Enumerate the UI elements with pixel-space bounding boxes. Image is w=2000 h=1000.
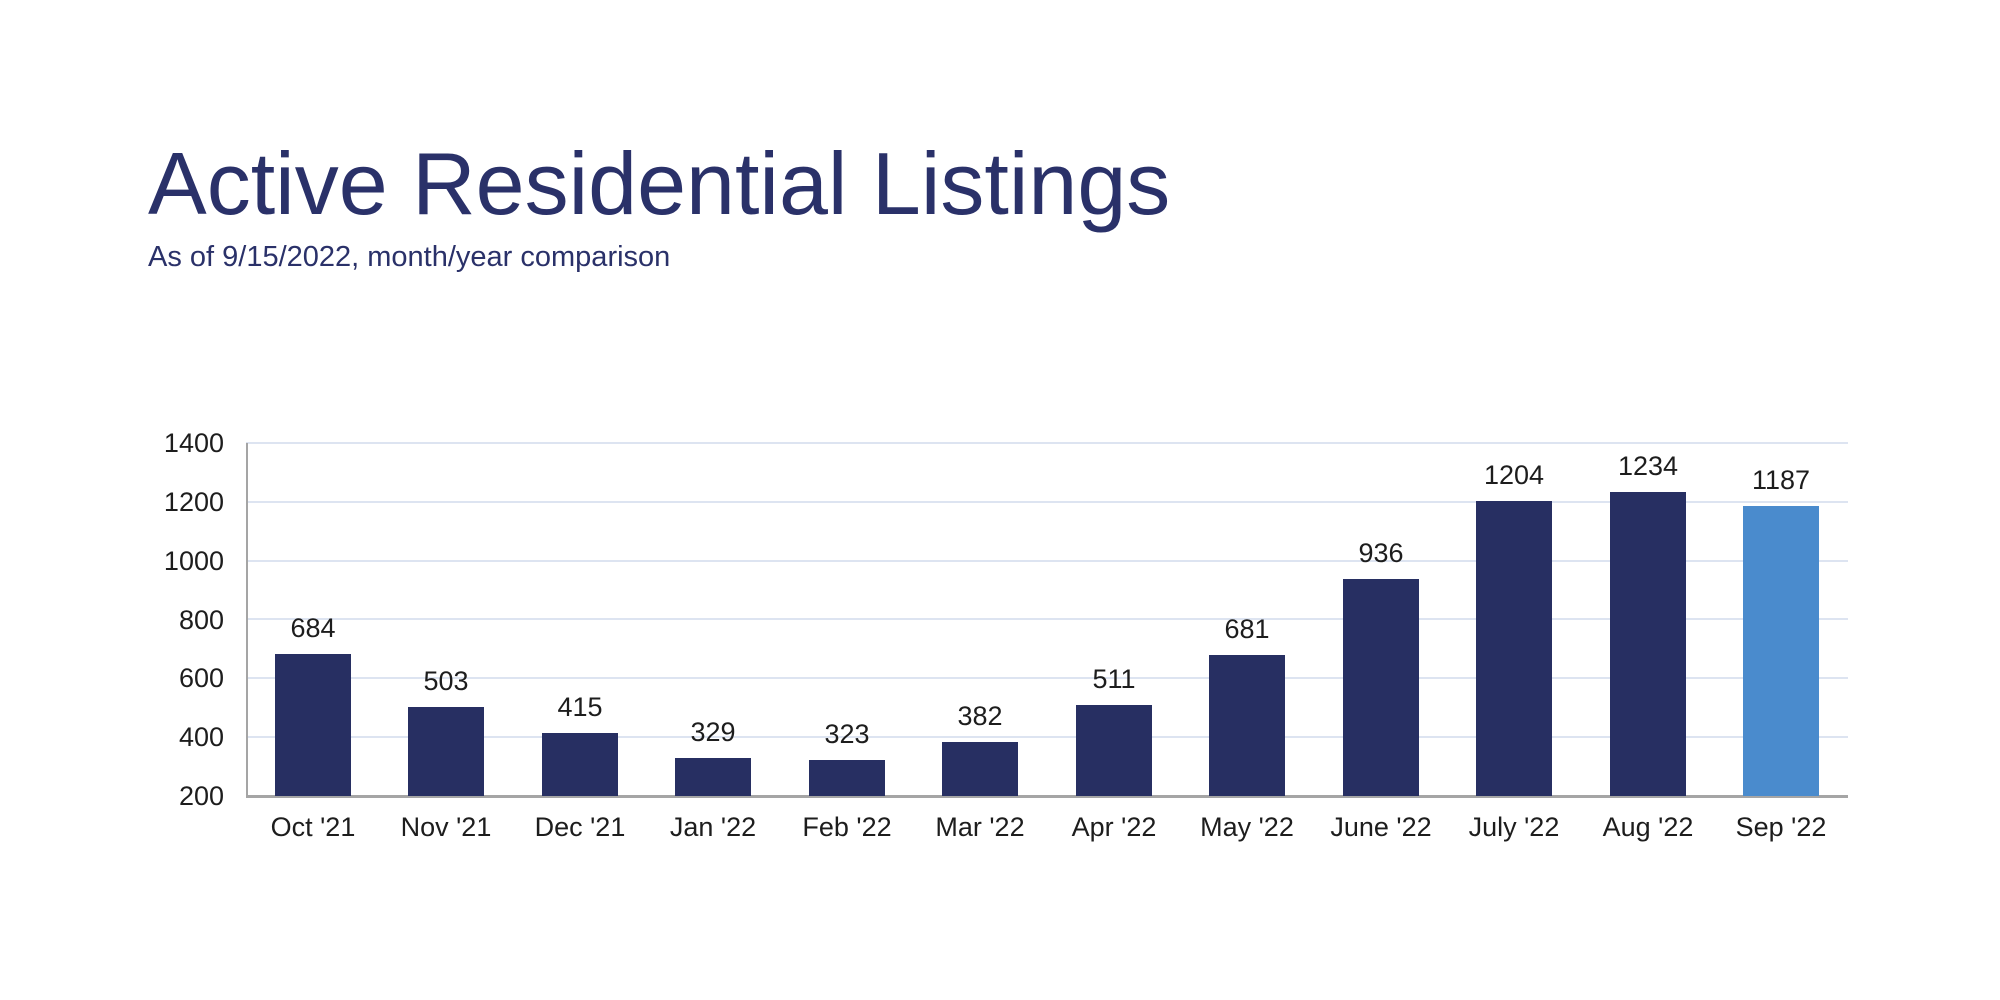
x-axis-label-mar-22: Mar '22 xyxy=(935,812,1025,842)
y-tick-label-800: 800 xyxy=(178,605,224,635)
y-tick-label-400: 400 xyxy=(178,722,224,752)
y-tick-label-600: 600 xyxy=(178,663,224,693)
bar-apr-22 xyxy=(1076,705,1152,796)
bar-value-label-mar-22: 382 xyxy=(957,701,1003,731)
x-axis-label-oct-21: Oct '21 xyxy=(270,812,356,842)
gridline-1200 xyxy=(246,501,1848,503)
bar-june-22 xyxy=(1343,579,1419,796)
bar-nov-21 xyxy=(408,707,484,796)
x-axis-label-may-22: May '22 xyxy=(1200,812,1294,842)
x-axis-label-july-22: July '22 xyxy=(1468,812,1560,842)
bar-value-label-aug-22: 1234 xyxy=(1617,451,1679,481)
bar-may-22 xyxy=(1209,655,1285,796)
x-axis-label-nov-21: Nov '21 xyxy=(400,812,492,842)
bar-july-22 xyxy=(1476,501,1552,796)
bar-value-label-may-22: 681 xyxy=(1224,614,1270,644)
bar-value-label-feb-22: 323 xyxy=(824,719,870,749)
x-axis-label-sep-22: Sep '22 xyxy=(1735,812,1827,842)
page-subtitle: As of 9/15/2022, month/year comparison xyxy=(148,241,671,273)
gridline-400 xyxy=(246,736,1848,738)
bar-value-label-nov-21: 503 xyxy=(423,666,469,696)
gridline-600 xyxy=(246,677,1848,679)
x-axis-label-dec-21: Dec '21 xyxy=(534,812,626,842)
x-axis-label-apr-22: Apr '22 xyxy=(1071,812,1157,842)
y-tick-label-1000: 1000 xyxy=(163,546,224,576)
x-axis-label-june-22: June '22 xyxy=(1330,812,1432,842)
page-title: Active Residential Listings xyxy=(148,134,1171,233)
y-tick-label-1400: 1400 xyxy=(163,428,224,458)
plot-area xyxy=(246,442,1848,798)
bar-value-label-june-22: 936 xyxy=(1358,538,1404,568)
x-axis-line xyxy=(246,795,1848,798)
gridline-1000 xyxy=(246,560,1848,562)
x-axis-label-feb-22: Feb '22 xyxy=(802,812,892,842)
bar-value-label-apr-22: 511 xyxy=(1092,664,1136,694)
bar-oct-21 xyxy=(275,654,351,796)
gridline-1400 xyxy=(246,442,1848,444)
bar-dec-21 xyxy=(542,733,618,796)
bar-value-label-dec-21: 415 xyxy=(557,692,603,722)
bar-value-label-jan-22: 329 xyxy=(690,717,736,747)
bar-feb-22 xyxy=(809,760,885,796)
y-tick-label-1200: 1200 xyxy=(163,487,224,517)
bar-value-label-july-22: 1204 xyxy=(1483,460,1545,490)
bar-mar-22 xyxy=(942,742,1018,796)
y-axis-line xyxy=(246,443,248,797)
bar-jan-22 xyxy=(675,758,751,796)
bar-value-label-oct-21: 684 xyxy=(290,613,336,643)
gridline-800 xyxy=(246,618,1848,620)
y-tick-label-200: 200 xyxy=(178,781,224,811)
bar-sep-22 xyxy=(1743,506,1819,796)
bar-value-label-sep-22: 1187 xyxy=(1751,465,1811,495)
x-axis-label-jan-22: Jan '22 xyxy=(669,812,757,842)
x-axis-label-aug-22: Aug '22 xyxy=(1602,812,1694,842)
bar-aug-22 xyxy=(1610,492,1686,796)
